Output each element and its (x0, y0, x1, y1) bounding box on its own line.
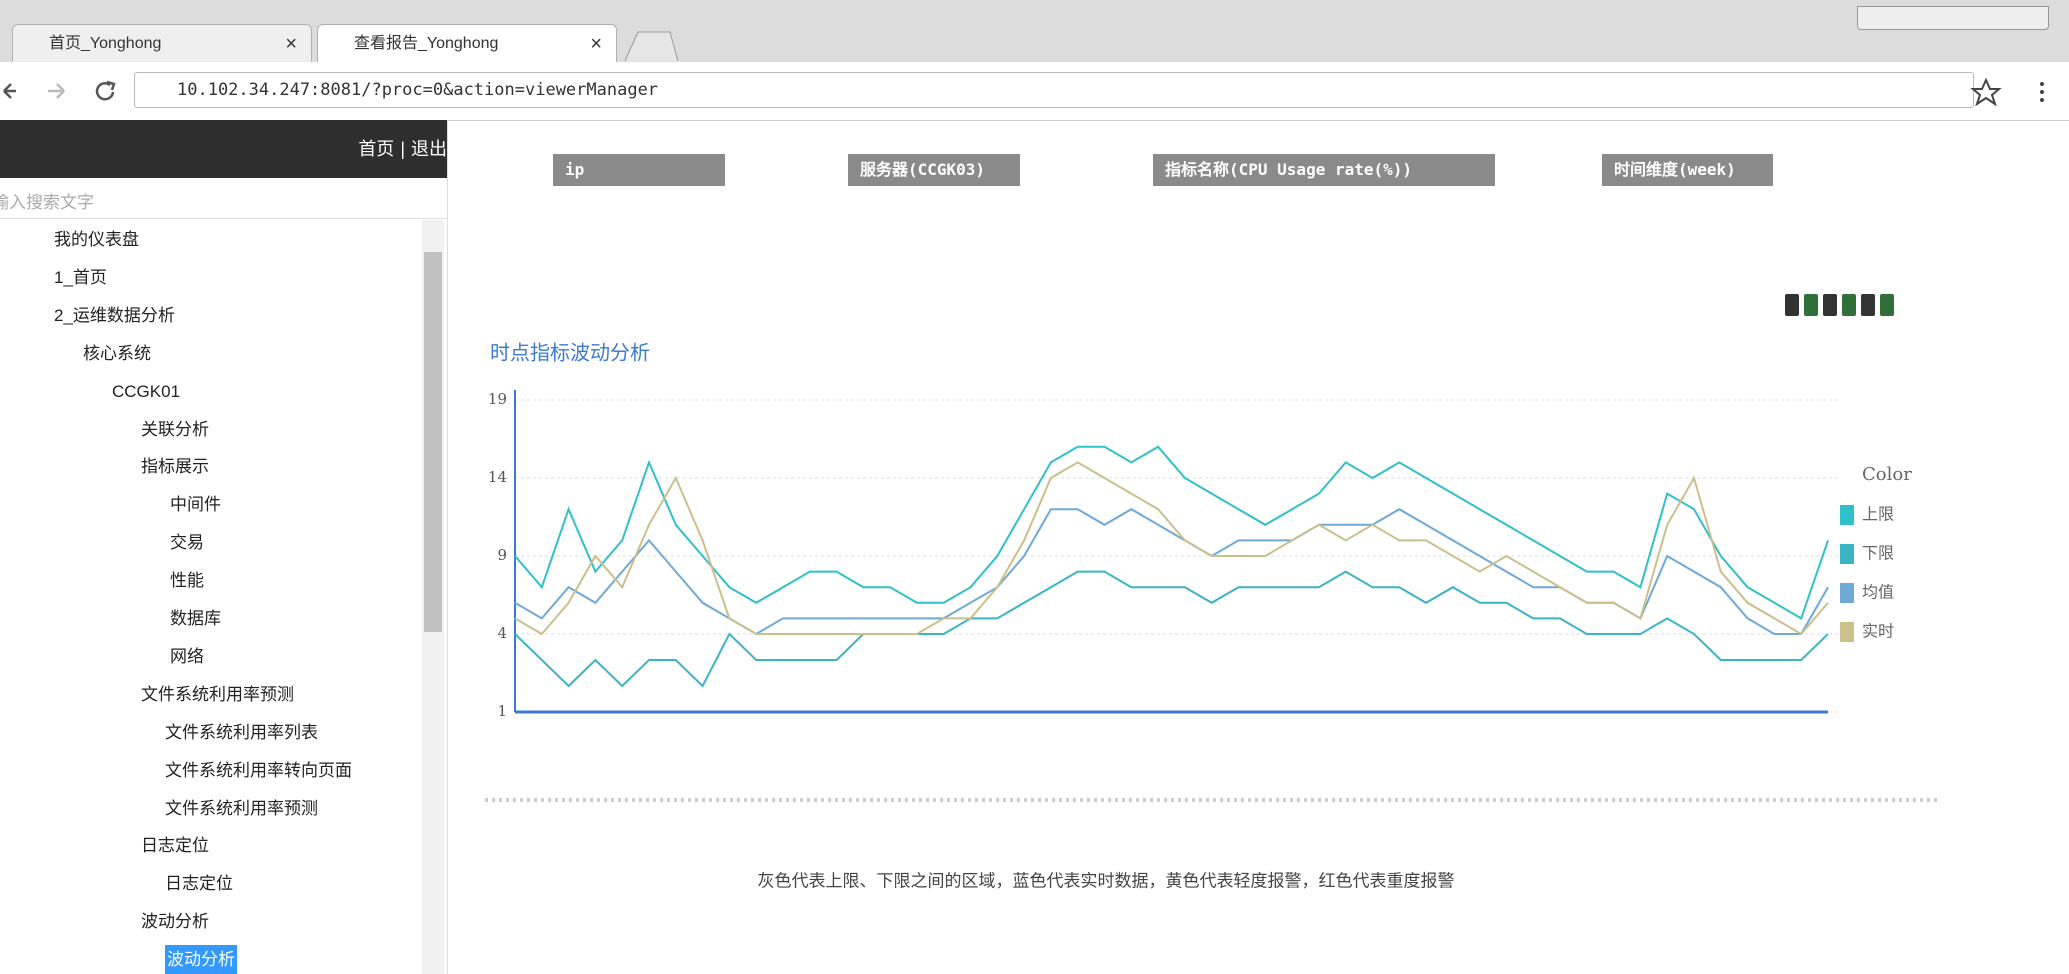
search-placeholder: 输入搜索文字 (0, 193, 94, 212)
y-tick-label: 14 (488, 468, 507, 486)
legend-label: 实时 (1862, 622, 1894, 641)
sidebar-header: 首页 | 退出 (0, 120, 447, 178)
tree-label[interactable]: 波动分析 (141, 912, 209, 932)
legend-label: 上限 (1862, 505, 1894, 524)
toolbar-icon[interactable] (1823, 294, 1837, 316)
legend-label: 下限 (1862, 544, 1894, 563)
tree-label[interactable]: 文件系统利用率预测 (141, 684, 294, 704)
series-line (514, 461, 1829, 636)
filter-box[interactable]: 指标名称(CPU Usage rate(%)) (1153, 154, 1495, 186)
header-link[interactable]: 首页 (358, 139, 395, 159)
toolbar-icon[interactable] (1880, 294, 1894, 316)
sidebar: 首页 | 退出 输入搜索文字我的仪表盘 1_首页 2_运维数据分析 核心系统 CCGK01 关… (0, 120, 448, 974)
tree-label[interactable]: 文件系统利用率列表 (165, 722, 318, 742)
tree-label[interactable]: CCGK01 (112, 381, 181, 401)
tree-label[interactable]: 核心系统 (83, 343, 151, 363)
legend-swatch (1840, 505, 1854, 525)
chart-title: 时点指标波动分析 (490, 341, 650, 365)
window-controls[interactable] (1857, 6, 2049, 30)
y-tick-label: 19 (488, 390, 507, 408)
legend-title: Color (1862, 464, 1912, 485)
url-text: 10.102.34.247:8081/?proc=0&action=viewer… (177, 80, 659, 100)
legend-label: 均值 (1862, 583, 1894, 602)
filter-box[interactable]: ip (553, 154, 725, 186)
tree-label[interactable]: 关联分析 (141, 419, 209, 439)
toolbar-icon[interactable] (1842, 294, 1856, 316)
tree-label[interactable]: 波动分析 (165, 945, 237, 974)
nav-buttons[interactable] (0, 76, 130, 106)
tree-label[interactable]: 指标展示 (141, 457, 209, 477)
filter-box[interactable]: 服务器(CCGK03) (848, 154, 1020, 186)
report-canvas: 时点指标波动分析1491419Color上限下限均值实时灰色代表上限、下限之间的… (485, 294, 1940, 892)
series-line (514, 570, 1829, 688)
y-tick-label: 9 (497, 546, 507, 564)
filter-box[interactable]: 时间维度(week) (1602, 154, 1773, 186)
tree-label[interactable]: 2_运维数据分析 (54, 305, 175, 325)
search-box[interactable] (0, 178, 447, 219)
tree-label[interactable]: 1_首页 (54, 267, 107, 287)
tab[interactable]: 首页_Yonghong × (12, 24, 312, 62)
legend-swatch (1840, 583, 1854, 603)
legend-swatch (1840, 622, 1854, 642)
y-tick-label: 4 (497, 624, 507, 642)
tab-title: 首页_Yonghong (49, 35, 162, 52)
new-tab[interactable] (620, 30, 680, 62)
tab-title: 查看报告_Yonghong (354, 35, 499, 52)
tab[interactable]: 查看报告_Yonghong × (317, 24, 617, 62)
tree-label[interactable]: 文件系统利用率预测 (165, 798, 318, 818)
legend-swatch (1840, 544, 1854, 564)
series-line (514, 508, 1829, 636)
tree-label[interactable]: 交易 (170, 533, 204, 553)
header-link[interactable]: 退出 (411, 139, 447, 159)
toolbar-icons[interactable] (1970, 78, 2060, 106)
y-tick-label: 1 (497, 702, 507, 720)
scroll-thumb[interactable] (424, 252, 442, 632)
url-field[interactable]: 10.102.34.247:8081/?proc=0&action=viewer… (134, 72, 1974, 108)
toolbar-icon[interactable] (1785, 294, 1799, 316)
scrollbar[interactable] (422, 220, 444, 974)
tree-label[interactable]: 我的仪表盘 (54, 230, 139, 249)
tree-label[interactable]: 中间件 (170, 495, 221, 515)
toolbar-icon[interactable] (1804, 294, 1818, 316)
separator: | (400, 139, 405, 159)
tree-label[interactable]: 数据库 (170, 609, 221, 628)
tab-close[interactable]: × (590, 33, 602, 55)
address-bar: 10.102.34.247:8081/?proc=0&action=viewer… (0, 62, 2069, 121)
tree-label[interactable]: 性能 (170, 571, 204, 591)
chart-caption: 灰色代表上限、下限之间的区域，蓝色代表实时数据，黄色代表轻度报警，红色代表重度报… (758, 872, 1455, 892)
tree-label[interactable]: 文件系统利用率转向页面 (165, 760, 352, 780)
chart-toolbar[interactable] (1785, 294, 1894, 316)
tab-close[interactable]: × (285, 33, 297, 55)
tree-label[interactable]: 日志定位 (165, 874, 233, 894)
toolbar-icon[interactable] (1861, 294, 1875, 316)
series-line (514, 445, 1829, 620)
tab-bar: 首页_Yonghong × 查看报告_Yonghong × (0, 0, 2069, 63)
tree-label[interactable]: 日志定位 (141, 836, 209, 856)
tree-label[interactable]: 网络 (170, 646, 204, 666)
